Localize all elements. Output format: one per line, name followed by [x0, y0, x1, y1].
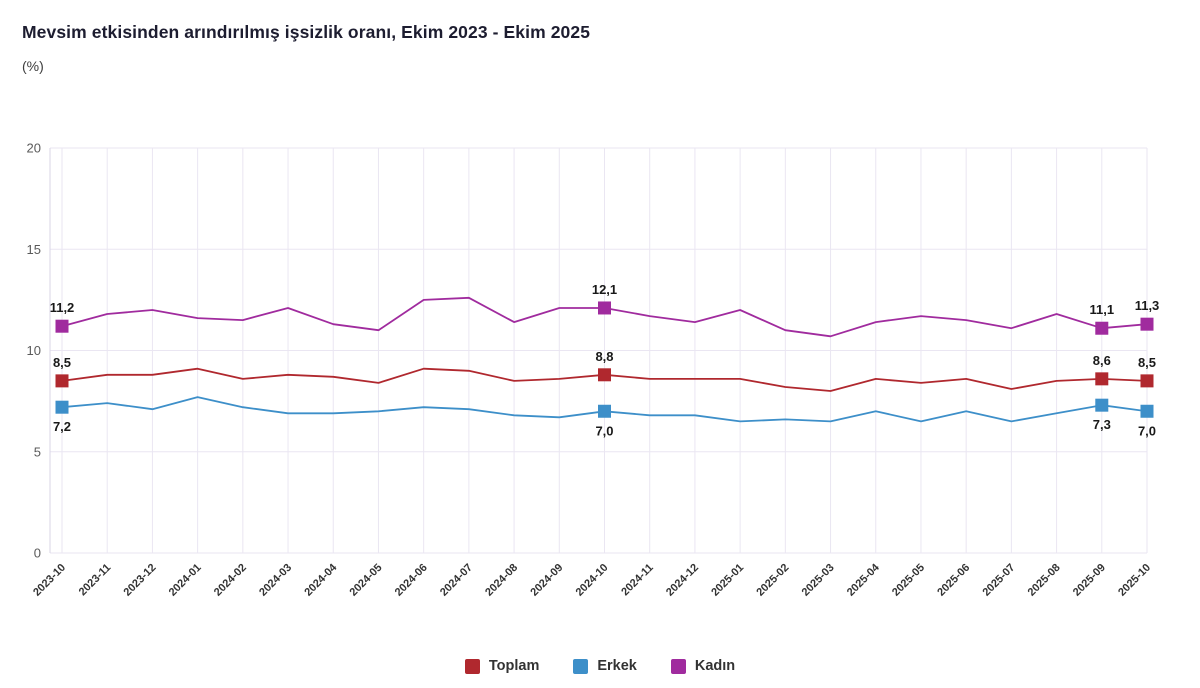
svg-text:2024-08: 2024-08 [483, 562, 520, 599]
svg-text:2025-08: 2025-08 [1026, 562, 1063, 599]
legend-item-toplam[interactable]: Toplam [464, 658, 540, 674]
svg-text:2025-10: 2025-10 [1116, 562, 1153, 599]
svg-text:15: 15 [27, 242, 41, 257]
svg-text:2024-04: 2024-04 [302, 561, 340, 599]
svg-text:2025-02: 2025-02 [754, 562, 791, 599]
svg-text:2024-02: 2024-02 [212, 562, 249, 599]
svg-text:2024-07: 2024-07 [438, 562, 475, 599]
data-label: 7,0 [1138, 423, 1156, 438]
y-axis-labels: 0 5 10 15 20 [27, 141, 41, 561]
data-label: 8,5 [1138, 355, 1156, 370]
chart-title: Mevsim etkisinden arındırılmış işsizlik … [22, 22, 591, 42]
data-label: 11,1 [1089, 302, 1114, 317]
chart-header: Mevsim etkisinden arındırılmış işsizlik … [22, 22, 1178, 74]
legend-swatch-erkek [573, 658, 589, 674]
svg-text:5: 5 [34, 444, 41, 459]
data-label: 8,5 [53, 355, 71, 370]
marker-erkek [55, 400, 69, 414]
svg-text:10: 10 [27, 343, 41, 358]
legend-swatch-toplam [464, 658, 480, 674]
data-label: 8,6 [1093, 353, 1111, 368]
marker-kadin [1140, 317, 1154, 331]
marker-toplam [1140, 374, 1154, 388]
legend-item-kadin[interactable]: Kadın [670, 658, 736, 674]
svg-text:2023-11: 2023-11 [77, 562, 114, 599]
annotations: 11,2 8,5 7,2 12,1 8,8 7,0 11,1 8,6 7,3 11,3 8,5 7,0 [50, 282, 1160, 438]
unemployment-line-chart: 0 5 10 15 20 2023-10 2023-11 2023-12 2024-01 2024… [0, 105, 1200, 645]
chart-subtitle: (%) [22, 58, 44, 74]
svg-text:2025-03: 2025-03 [800, 562, 837, 599]
x-axis-labels: 2023-10 2023-11 2023-12 2024-01 2024-02 2024-… [31, 561, 1153, 599]
data-label: 7,3 [1093, 417, 1111, 432]
grid [49, 147, 1148, 554]
legend-label: Erkek [597, 658, 637, 674]
legend-item-erkek[interactable]: Erkek [573, 658, 637, 674]
marker-kadin [55, 319, 69, 333]
marker-toplam [598, 368, 611, 382]
svg-text:2025-09: 2025-09 [1071, 562, 1108, 599]
svg-text:2025-06: 2025-06 [935, 562, 972, 599]
svg-text:2024-03: 2024-03 [257, 562, 294, 599]
svg-text:2025-07: 2025-07 [980, 562, 1017, 599]
marker-kadin [598, 301, 611, 315]
svg-text:2024-05: 2024-05 [348, 562, 385, 599]
marker-toplam [55, 374, 69, 388]
marker-erkek [598, 404, 611, 418]
data-label: 12,1 [592, 282, 617, 297]
svg-text:2023-12: 2023-12 [122, 562, 159, 599]
svg-text:20: 20 [27, 141, 41, 156]
chart-legend: Toplam Erkek Kadın [0, 658, 1200, 674]
marker-erkek [1095, 398, 1109, 412]
svg-text:0: 0 [34, 546, 41, 561]
legend-label: Kadın [694, 658, 736, 674]
svg-text:2024-01: 2024-01 [167, 562, 204, 599]
data-label: 7,0 [595, 423, 613, 438]
marker-toplam [1095, 372, 1109, 386]
data-label: 11,2 [50, 300, 75, 315]
svg-text:2024-12: 2024-12 [664, 562, 701, 599]
marker-erkek [1140, 404, 1154, 418]
data-label: 7,2 [53, 419, 71, 434]
svg-text:2025-05: 2025-05 [890, 562, 927, 599]
marker-kadin [1095, 321, 1109, 335]
svg-text:2023-10: 2023-10 [31, 562, 68, 599]
legend-label: Toplam [488, 658, 540, 674]
legend-swatch-kadin [670, 658, 686, 674]
svg-text:2024-09: 2024-09 [528, 562, 565, 599]
svg-text:2024-11: 2024-11 [619, 562, 656, 599]
data-label: 11,3 [1135, 298, 1160, 313]
svg-text:2025-04: 2025-04 [845, 561, 883, 599]
svg-text:2024-10: 2024-10 [574, 562, 611, 599]
svg-text:2024-06: 2024-06 [393, 562, 430, 599]
svg-text:2025-01: 2025-01 [709, 562, 746, 599]
data-label: 8,8 [595, 349, 613, 364]
